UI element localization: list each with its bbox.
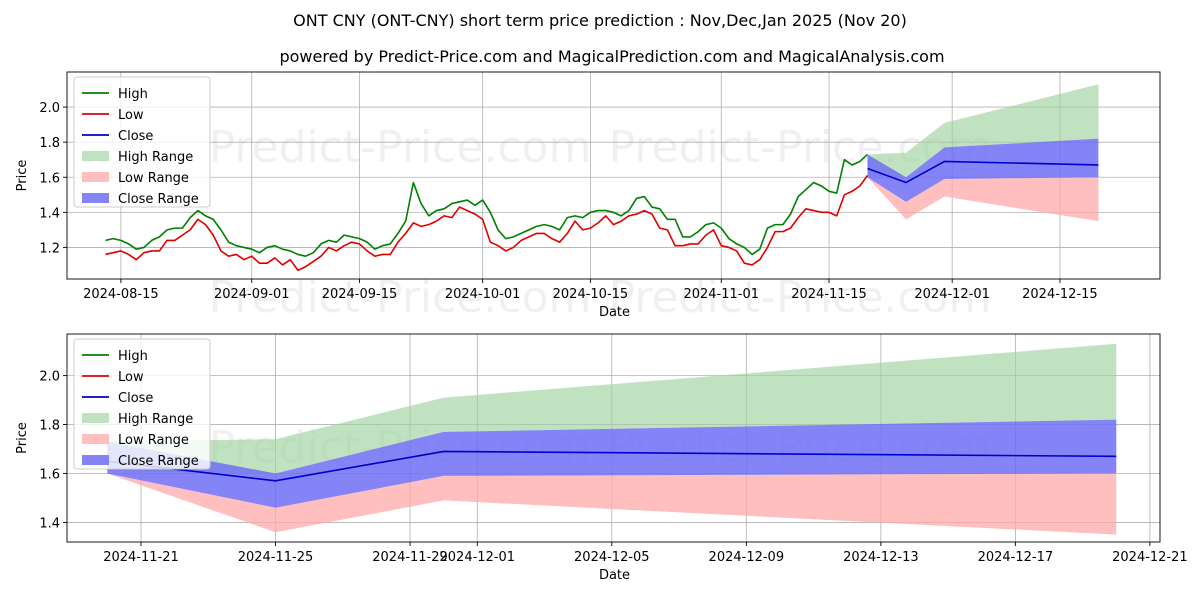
top-x-tick-label: 2024-11-01 bbox=[683, 287, 759, 302]
top-x-tick-label: 2024-09-01 bbox=[214, 287, 290, 302]
bottom-legend-high-label: High bbox=[118, 349, 148, 364]
bottom-y-axis-label: Price bbox=[15, 422, 30, 454]
top-y-tick-label: 1.6 bbox=[39, 171, 60, 186]
bottom-x-tick-label: 2024-11-21 bbox=[103, 550, 179, 565]
bottom-legend-high-range-label: High Range bbox=[118, 412, 193, 427]
bottom-low-range-band bbox=[107, 473, 1117, 535]
top-low-line bbox=[105, 175, 869, 272]
bottom-x-tick-label: 2024-11-29 bbox=[372, 550, 448, 565]
top-close-forecast-line bbox=[867, 160, 1099, 184]
bottom-legend-low-range-label: Low Range bbox=[118, 433, 189, 448]
top-x-tick-label: 2024-12-15 bbox=[1022, 287, 1098, 302]
watermark-top-left: Predict-Price.com bbox=[209, 122, 592, 173]
top-legend-close-label: Close bbox=[118, 129, 153, 144]
chart-title: ONT CNY (ONT-CNY) short term price predi… bbox=[293, 11, 907, 30]
top-legend-close-range-swatch bbox=[82, 193, 109, 203]
top-y-tick-label: 1.2 bbox=[39, 241, 60, 256]
bottom-legend-close-label: Close bbox=[118, 391, 153, 406]
top-legend-high-range-swatch bbox=[82, 151, 109, 161]
top-x-tick-label: 2024-12-01 bbox=[914, 287, 990, 302]
top-x-tick-label: 2024-08-15 bbox=[83, 287, 159, 302]
top-close-range-band bbox=[867, 138, 1099, 202]
bottom-legend-high-range-swatch bbox=[82, 413, 109, 423]
top-legend-high-label: High bbox=[118, 87, 148, 102]
watermark-middle-right: Predict-Price.com bbox=[609, 272, 992, 323]
bottom-axes-frame bbox=[66, 333, 1161, 543]
top-x-axis-label: Date bbox=[599, 305, 630, 320]
bottom-close-forecast-line bbox=[107, 450, 1117, 482]
top-high-line bbox=[105, 153, 869, 257]
bottom-legend-close-range-swatch bbox=[82, 455, 109, 465]
bottom-x-tick-label: 2024-12-05 bbox=[574, 550, 650, 565]
top-axes-frame bbox=[66, 71, 1161, 280]
bottom-x-axis-label: Date bbox=[599, 568, 630, 583]
top-y-axis-label: Price bbox=[15, 160, 30, 192]
bottom-close-range-band bbox=[107, 419, 1117, 508]
top-high-range-band bbox=[867, 84, 1099, 178]
bottom-legend-low-range-swatch bbox=[82, 434, 109, 444]
top-y-tick-label: 2.0 bbox=[39, 101, 60, 116]
top-legend-low-range-label: Low Range bbox=[118, 171, 189, 186]
bottom-y-tick-label: 1.4 bbox=[39, 516, 60, 531]
bottom-x-tick-label: 2024-12-17 bbox=[978, 550, 1054, 565]
bottom-x-tick-label: 2024-12-21 bbox=[1112, 550, 1188, 565]
top-x-tick-label: 2024-10-01 bbox=[445, 287, 521, 302]
top-x-tick-label: 2024-10-15 bbox=[553, 287, 629, 302]
bottom-x-tick-label: 2024-12-13 bbox=[843, 550, 919, 565]
top-legend-high-range-label: High Range bbox=[118, 150, 193, 165]
top-y-tick-label: 1.8 bbox=[39, 136, 60, 151]
top-chart-panel: 2024-08-15 2024-09-01 2024-09-15 2024-10-01… bbox=[15, 71, 1161, 320]
bottom-legend-low-label: Low bbox=[118, 370, 144, 385]
top-legend-low-range-swatch bbox=[82, 172, 109, 182]
watermark-middle-left: Predict-Price.com bbox=[209, 272, 592, 323]
bottom-y-tick-label: 1.8 bbox=[39, 419, 60, 434]
top-x-tick-label: 2024-11-15 bbox=[791, 287, 867, 302]
top-legend-close-range-label: Close Range bbox=[118, 192, 199, 207]
top-legend-low-label: Low bbox=[118, 108, 144, 123]
top-x-tick-label: 2024-09-15 bbox=[322, 287, 398, 302]
bottom-y-tick-label: 1.6 bbox=[39, 467, 60, 482]
top-y-tick-label: 1.4 bbox=[39, 206, 60, 221]
bottom-high-range-band bbox=[107, 343, 1117, 474]
bottom-x-tick-label: 2024-12-09 bbox=[709, 550, 785, 565]
bottom-y-tick-label: 2.0 bbox=[39, 370, 60, 385]
top-low-range-band bbox=[867, 177, 1099, 222]
bottom-chart-panel: 2024-11-21 2024-11-25 2024-11-292024-12-01… bbox=[15, 333, 1188, 583]
bottom-legend-close-range-label: Close Range bbox=[118, 454, 199, 469]
chart-subtitle: powered by Predict-Price.com and Magical… bbox=[279, 47, 944, 66]
bottom-x-tick-label: 2024-12-01 bbox=[440, 550, 516, 565]
bottom-x-tick-label: 2024-11-25 bbox=[238, 550, 314, 565]
